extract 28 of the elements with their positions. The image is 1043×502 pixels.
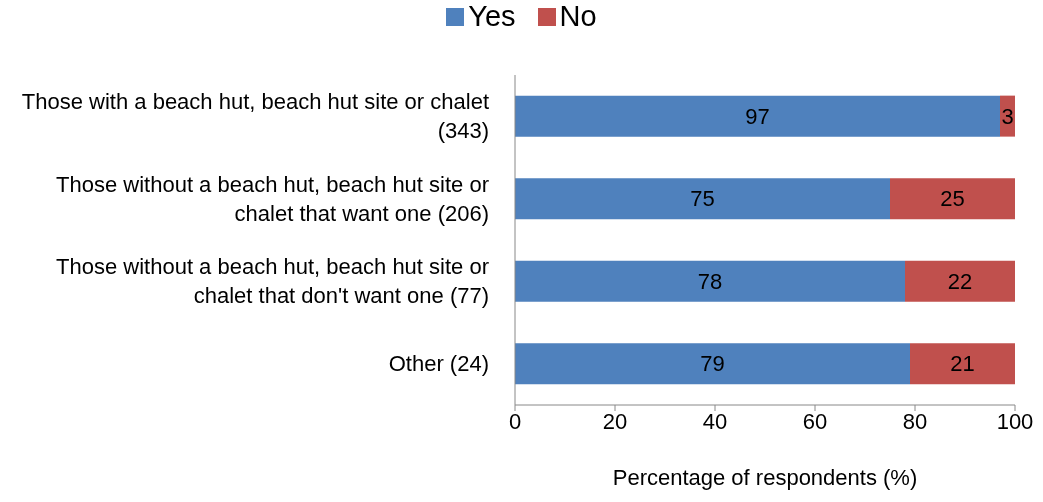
data-label: 79 [700,351,725,377]
legend-label: No [559,0,597,33]
x-tick-label: 100 [996,408,1034,434]
y-tick-label: Those without a beach hut, beach hut site or chalet that don't want one (77) [56,254,489,309]
data-label: 21 [950,351,975,377]
y-tick-label: Other (24) [388,351,489,377]
bar [515,343,910,385]
legend-label: Yes [468,0,516,33]
data-label: 22 [947,268,973,294]
data-label: 97 [745,103,770,129]
bar [515,95,1000,137]
x-tick-label: 60 [802,408,828,434]
x-tick-label: 40 [702,408,728,434]
data-label: 78 [697,268,723,294]
y-tick-label: Those with a beach hut, beach hut site or chalet (343) [21,89,489,144]
y-tick-label: Those without a beach hut, beach hut site or chalet that want one (206) [56,171,489,226]
bar [515,178,890,220]
x-tick-label: 80 [902,408,928,434]
x-tick-label: 20 [602,408,628,434]
bar [910,343,1015,385]
data-label: 75 [690,186,715,212]
data-label: 3 [1001,103,1014,129]
bar [515,260,905,302]
x-axis-title: Percentage of respondents (%) [612,465,918,490]
x-tick-label: 0 [508,408,522,434]
bar [905,260,1015,302]
data-label: 25 [940,186,965,212]
bar [890,178,1015,220]
